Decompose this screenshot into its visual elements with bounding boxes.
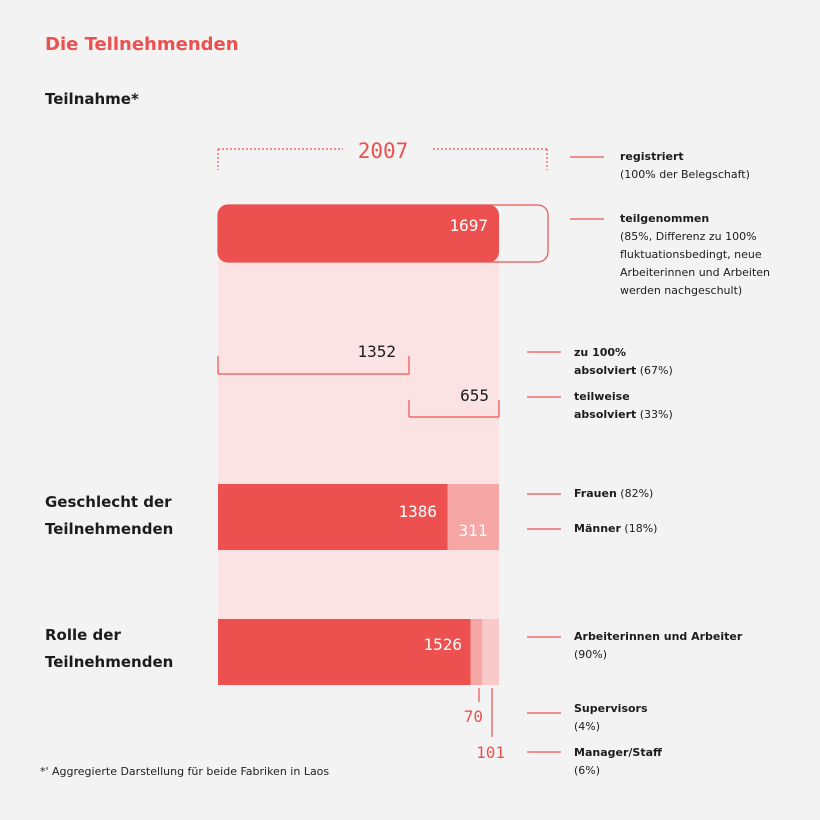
supervisors-value-label: 70 <box>464 707 483 726</box>
full-completion-value-label: 1352 <box>357 342 396 361</box>
managers-value-label: 101 <box>476 743 505 762</box>
legend-women: Frauen (82%) <box>574 487 654 500</box>
participation-heading: Teilnahme* <box>45 90 139 108</box>
legend-workers: Arbeiterinnen und Arbeiter (90%) <box>574 630 743 661</box>
partial-completion-value-label: 655 <box>460 386 489 405</box>
page-title: Die Tellnehmenden <box>45 34 239 55</box>
participated-bar <box>218 205 499 262</box>
supervisors-bar <box>470 619 483 685</box>
legend-registered: registriert (100% der Belegschaft) <box>620 150 750 181</box>
full-completion-bracket <box>217 356 410 375</box>
legend-supervisors: Supervisors (4%) <box>574 702 648 733</box>
registered-bracket <box>217 148 548 170</box>
participated-value-label: 1697 <box>449 216 488 235</box>
legend-full-completion: zu 100% absolviert (67%) <box>574 346 673 377</box>
partial-completion-bracket <box>408 400 500 418</box>
women-value-label: 1386 <box>398 502 437 521</box>
managers-bar <box>482 619 499 685</box>
registered-total-label: 2007 <box>358 139 409 163</box>
legend-managers: Manager/Staff (6%) <box>574 746 662 777</box>
gender-section-label: Geschlecht der Teilnehmenden <box>45 493 174 538</box>
role-section-label: Rolle der Teilnehmenden <box>45 626 174 671</box>
men-value-label: 311 <box>459 521 488 540</box>
column-background <box>218 205 499 685</box>
legend-participated: teilgenommen (85%, Differenz zu 100% flu… <box>620 212 771 297</box>
legend-partial-completion: teilweise absolviert (33%) <box>574 390 673 421</box>
men-bar <box>447 484 499 550</box>
workers-value-label: 1526 <box>423 635 462 654</box>
women-bar <box>218 484 448 550</box>
legend-leader-lines <box>527 156 604 753</box>
footnote: *' Aggregierte Darstellung für beide Fab… <box>40 765 330 778</box>
workers-bar <box>218 619 471 685</box>
legend-men: Männer (18%) <box>574 522 658 535</box>
